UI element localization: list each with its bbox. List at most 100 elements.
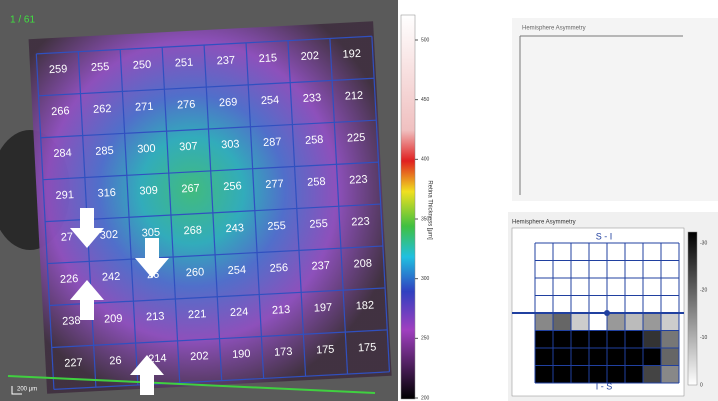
cell-value: 255 — [91, 61, 110, 74]
grid-line — [47, 245, 383, 265]
asymmetry-cell — [535, 330, 553, 348]
grid-line — [51, 329, 388, 349]
cell-value: 309 — [139, 185, 158, 198]
cell-value: 303 — [221, 138, 240, 151]
asymmetry-cell — [661, 330, 679, 348]
cell-value: 173 — [274, 346, 293, 359]
arrow — [130, 355, 164, 395]
cell-value: 284 — [53, 147, 72, 160]
cell-value: 202 — [300, 50, 319, 63]
arrow — [70, 280, 104, 320]
scale-label: 200 µm — [17, 387, 37, 393]
cell-value: 276 — [177, 99, 196, 112]
tick-label: 350 — [421, 216, 430, 222]
cell-value: 237 — [216, 54, 235, 67]
scale-bar — [11, 386, 22, 395]
grid-line — [245, 42, 265, 379]
arrow — [135, 238, 169, 278]
tick-label: 500 — [421, 37, 430, 43]
asymmetry-ticks: -30 -20 -10 0 — [700, 240, 707, 388]
cell-value: 258 — [307, 176, 326, 189]
cell-value: 209 — [104, 313, 123, 326]
cell-value: 243 — [225, 222, 244, 235]
tick-label: 450 — [421, 97, 430, 103]
asymmetry-cell — [643, 330, 661, 348]
cell-value: 175 — [358, 341, 377, 354]
asymmetry-cell — [589, 313, 607, 331]
cell-value: 225 — [347, 132, 366, 145]
asymmetry-cell — [661, 313, 679, 331]
scan-line — [7, 375, 376, 394]
cell-value: 271 — [135, 101, 154, 114]
cell-value: 197 — [314, 302, 333, 315]
cell-value: 250 — [133, 59, 152, 72]
cell-value: 27 — [61, 231, 74, 244]
thickness-map: 259 255 250 251 237 215 202 192 266 262 271 276 269 2… — [28, 21, 392, 394]
asymmetry-cell — [607, 313, 625, 331]
grid-line — [329, 38, 349, 375]
cell-value: 226 — [60, 273, 79, 286]
asymmetry-cell — [571, 313, 589, 331]
tick-label: 0 — [700, 382, 703, 388]
cell-value: 221 — [188, 308, 207, 321]
panel-title: Hemisphere Asymmetry — [512, 220, 576, 226]
cell-value: 213 — [272, 304, 291, 317]
asymmetry-cell — [535, 348, 553, 366]
cell-value: 268 — [183, 224, 202, 237]
cell-value: 223 — [349, 174, 368, 187]
cell-value: 233 — [303, 92, 322, 105]
cell-value: 255 — [309, 218, 328, 231]
asymmetry-cell — [589, 348, 607, 366]
arrows — [70, 208, 169, 395]
asymmetry-cell — [589, 330, 607, 348]
plot-frame — [519, 35, 683, 195]
cell-value: 266 — [51, 105, 70, 118]
cell-value: 192 — [342, 48, 361, 61]
asymmetry-cell — [625, 348, 643, 366]
tick-label: -20 — [700, 288, 707, 294]
tick-label: 250 — [421, 336, 430, 342]
cell-value: 215 — [258, 52, 277, 65]
asymmetry-cell — [589, 365, 607, 383]
top-label: S - I — [596, 231, 613, 241]
cell-value: 307 — [179, 140, 198, 153]
asymmetry-cell — [553, 330, 571, 348]
cell-value: 287 — [263, 136, 282, 149]
panel — [512, 18, 718, 201]
cell-value: 258 — [305, 134, 324, 147]
arrow — [70, 208, 104, 248]
asymmetry-cell — [607, 365, 625, 383]
grid-line — [203, 45, 223, 381]
frame-counter: 1 / 61 — [10, 15, 35, 26]
cell-value: 256 — [223, 180, 242, 193]
grid-line — [49, 287, 386, 307]
cell-value: 238 — [62, 315, 81, 328]
asymmetry-cell — [571, 348, 589, 366]
asymmetry-cell — [643, 365, 661, 383]
cell-value: 212 — [344, 90, 363, 103]
cell-value: 267 — [181, 182, 200, 195]
grid: 259 255 250 251 237 215 202 192 266 262 271 276 269 2… — [35, 35, 391, 391]
cell-value: 256 — [269, 262, 288, 275]
asymmetry-cell — [643, 313, 661, 331]
cell-value: 269 — [219, 96, 238, 109]
tick-label: 200 — [421, 395, 430, 401]
cell-value: 190 — [232, 348, 251, 361]
asymmetry-cell — [661, 365, 679, 383]
cell-value: 237 — [311, 260, 330, 273]
cell-value: 26 — [109, 355, 122, 368]
cell-value: 300 — [137, 143, 156, 156]
colorbar-label: Retina Thickness [µm] — [426, 180, 432, 240]
tick-label: 400 — [421, 157, 430, 163]
grid-line — [371, 36, 391, 372]
asymmetry-cell — [571, 365, 589, 383]
asymmetry-cell — [553, 313, 571, 331]
cell-value: 302 — [99, 229, 118, 242]
cell-value: 254 — [227, 264, 246, 277]
asymmetry-cell — [535, 313, 553, 331]
cell-value: 202 — [190, 350, 209, 363]
cell-value: 291 — [55, 189, 74, 202]
cell-value: 242 — [102, 271, 121, 284]
cell-value: 223 — [351, 216, 370, 229]
